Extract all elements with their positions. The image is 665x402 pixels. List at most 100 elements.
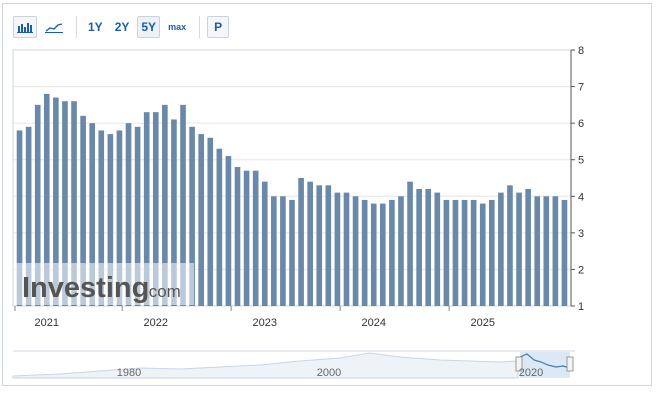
investing-watermark: Investing .com — [14, 263, 194, 305]
bar[interactable] — [307, 181, 313, 306]
bar[interactable] — [416, 188, 422, 306]
bar[interactable] — [516, 192, 522, 306]
bar[interactable] — [271, 196, 277, 306]
bar[interactable] — [43, 93, 50, 306]
bar[interactable] — [361, 199, 368, 306]
bar[interactable] — [189, 126, 195, 306]
range-max-button[interactable]: max — [168, 22, 187, 32]
bar[interactable] — [125, 123, 132, 306]
navigator-selection[interactable] — [520, 352, 570, 378]
x-tick-label: 2024 — [361, 317, 385, 329]
navigator-history-area — [12, 352, 519, 379]
bar[interactable] — [434, 192, 441, 306]
x-tick-label: 2022 — [144, 317, 168, 329]
bar[interactable] — [62, 101, 68, 306]
bar[interactable] — [280, 196, 286, 306]
bar-chart-icon[interactable] — [13, 16, 37, 38]
bar[interactable] — [261, 181, 268, 306]
chart-toolbar: 1Y 2Y 5Y max P — [13, 15, 233, 39]
bar[interactable] — [389, 199, 395, 306]
bar[interactable] — [498, 192, 504, 306]
bar[interactable] — [343, 192, 350, 306]
bar[interactable] — [298, 178, 304, 306]
watermark-brand: Investing — [22, 272, 149, 304]
bar[interactable] — [534, 196, 541, 306]
x-axis-ticks: 2021 2022 2023 2024 2025 — [14, 306, 495, 329]
y-tick-label: 8 — [578, 45, 584, 57]
bar[interactable] — [180, 104, 186, 306]
navigator-right-handle[interactable] — [566, 356, 574, 372]
bar[interactable] — [370, 203, 377, 306]
bar[interactable] — [452, 199, 459, 306]
bar[interactable] — [525, 188, 531, 306]
y-tick-label: 4 — [578, 191, 584, 203]
bar[interactable] — [352, 196, 359, 306]
bar[interactable] — [16, 130, 23, 306]
bar[interactable] — [152, 112, 159, 306]
bar[interactable] — [80, 115, 86, 306]
p-button[interactable]: P — [207, 16, 230, 38]
bar[interactable] — [134, 126, 141, 306]
bar[interactable] — [143, 112, 150, 306]
bar[interactable] — [207, 137, 214, 306]
y-tick-label: 5 — [578, 155, 584, 167]
bar[interactable] — [552, 196, 559, 306]
navigator-tick-label: 2020 — [519, 367, 543, 379]
navigator-selection-line — [519, 353, 571, 369]
bar[interactable] — [98, 130, 105, 306]
bar[interactable] — [71, 101, 77, 306]
y-tick-label: 7 — [578, 82, 584, 94]
y-tick-label: 3 — [578, 228, 584, 240]
bar[interactable] — [25, 126, 32, 306]
bar[interactable] — [289, 199, 295, 306]
bar[interactable] — [162, 104, 168, 306]
y-tick-label: 2 — [578, 264, 584, 276]
bars — [16, 93, 568, 307]
y-axis-ticks: 1 2 3 4 5 6 7 8 — [571, 45, 584, 313]
navigator-tick-label: 2000 — [317, 367, 341, 379]
bar[interactable] — [398, 196, 404, 306]
bar[interactable] — [316, 185, 323, 306]
bar[interactable] — [225, 156, 232, 306]
toolbar-divider — [76, 16, 77, 38]
bar[interactable] — [234, 167, 241, 306]
range-5y-button[interactable]: 5Y — [137, 16, 161, 38]
bar[interactable] — [116, 130, 123, 306]
bar[interactable] — [479, 203, 486, 306]
bar[interactable] — [53, 97, 59, 306]
bar[interactable] — [334, 192, 341, 306]
bar[interactable] — [443, 199, 450, 306]
bar[interactable] — [198, 134, 204, 306]
bar[interactable] — [216, 148, 223, 306]
toolbar-divider — [199, 16, 201, 38]
bar[interactable] — [252, 170, 259, 306]
bar[interactable] — [461, 199, 468, 306]
bar[interactable] — [171, 119, 177, 307]
bar[interactable] — [34, 104, 41, 306]
line-chart-icon[interactable] — [41, 16, 67, 38]
watermark-suffix: .com — [144, 282, 181, 301]
y-tick-label: 1 — [578, 301, 584, 313]
range-2y-button[interactable]: 2Y — [114, 20, 130, 34]
bar[interactable] — [325, 185, 332, 306]
bar[interactable] — [89, 123, 96, 306]
bar[interactable] — [507, 185, 513, 306]
x-tick-label: 2025 — [470, 317, 494, 329]
range-navigator[interactable]: 1980 2000 2020 — [12, 350, 575, 379]
bar[interactable] — [488, 199, 495, 306]
x-tick-label: 2021 — [35, 317, 59, 329]
bar[interactable] — [543, 196, 550, 306]
bar[interactable] — [243, 170, 250, 306]
bar[interactable] — [425, 188, 432, 306]
bar[interactable] — [407, 181, 413, 306]
navigator-tick-label: 1980 — [117, 367, 141, 379]
bar[interactable] — [380, 203, 386, 306]
x-tick-label: 2023 — [253, 317, 277, 329]
bar[interactable] — [470, 199, 477, 306]
navigator-left-handle[interactable] — [515, 356, 523, 372]
bar[interactable] — [561, 199, 568, 306]
bar[interactable] — [107, 134, 114, 306]
y-tick-label: 6 — [578, 118, 584, 130]
range-1y-button[interactable]: 1Y — [88, 20, 103, 34]
